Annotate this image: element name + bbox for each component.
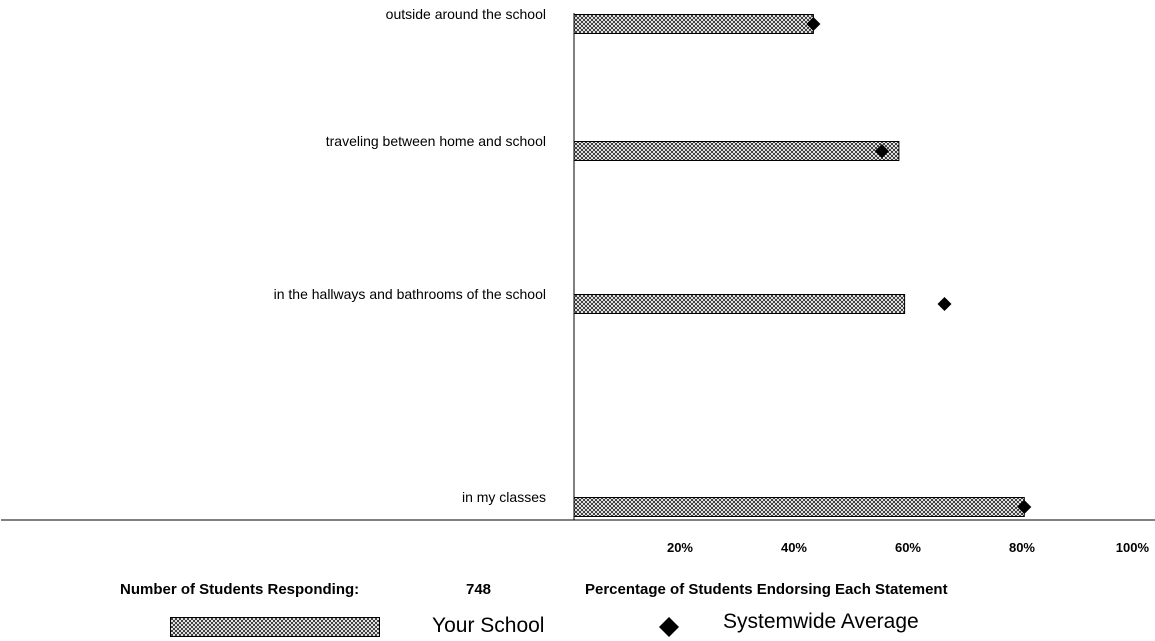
legend-label-your-school: Your School	[432, 614, 545, 637]
category-label-0: outside around the school	[386, 6, 546, 22]
responding-count: 748	[466, 581, 492, 598]
x-axis-title: Percentage of Students Endorsing Each St…	[585, 581, 948, 598]
marker-systemwide-2	[937, 297, 952, 311]
category-label-1: traveling between home and school	[326, 133, 546, 149]
x-tick-label-4: 100%	[1116, 540, 1150, 555]
x-tick-label-1: 40%	[781, 540, 807, 555]
x-tick-label-2: 60%	[895, 540, 921, 555]
category-label-3: in my classes	[462, 489, 546, 505]
responding-label: Number of Students Responding:	[120, 581, 360, 598]
x-tick-label-3: 80%	[1009, 540, 1035, 555]
legend-label-systemwide: Systemwide Average	[723, 610, 919, 633]
marker-systemwide-3	[1017, 500, 1032, 514]
marker-systemwide-1	[874, 144, 889, 158]
legend-swatch-your-school	[170, 617, 380, 637]
bar-your-school-0	[573, 14, 814, 34]
category-label-2: in the hallways and bathrooms of the sch…	[274, 286, 546, 302]
bar-your-school-1	[573, 141, 900, 161]
legend-diamond-icon	[659, 617, 679, 637]
marker-systemwide-0	[806, 17, 821, 31]
bar-your-school-3	[573, 497, 1025, 517]
x-tick-label-0: 20%	[667, 540, 693, 555]
bar-your-school-2	[573, 294, 906, 314]
